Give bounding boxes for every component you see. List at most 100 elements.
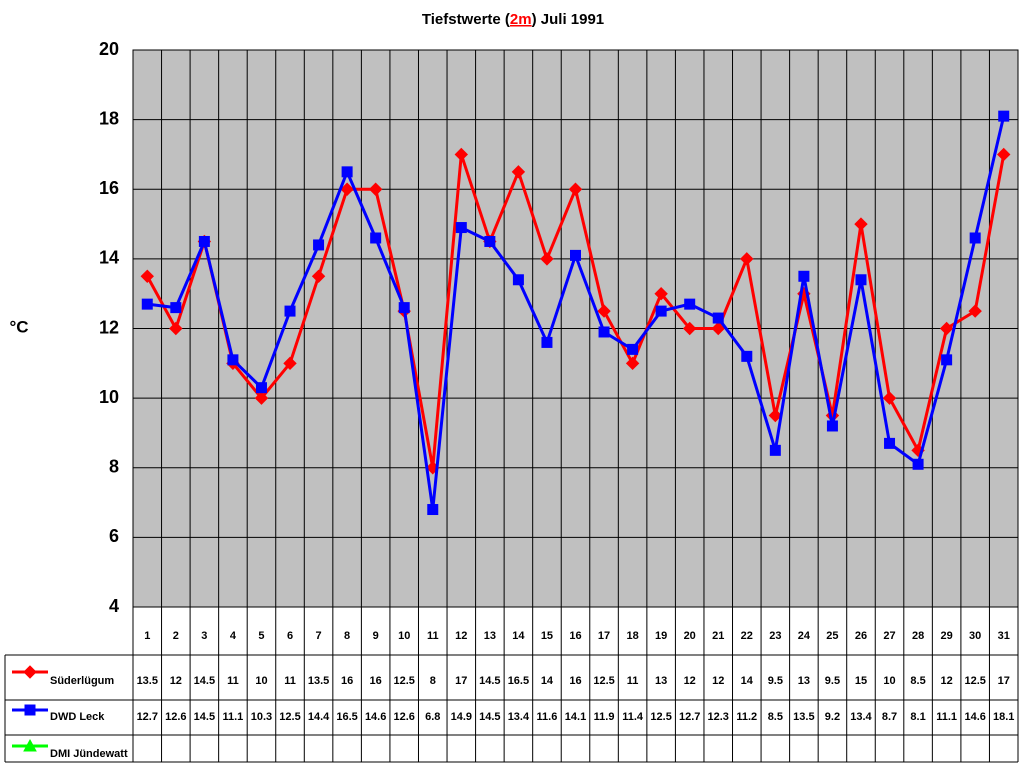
data-point [398,302,410,314]
y-tick-label: 20 [99,39,119,59]
data-label: 11.1 [936,711,957,723]
data-point [313,239,325,251]
data-point [939,321,954,336]
data-label: 14.4 [308,711,330,723]
data-point [882,391,897,405]
title-part: ) Juli 1991 [532,11,605,28]
data-label: 12.5 [964,675,985,687]
x-tick-label: 14 [512,630,525,642]
data-point [283,356,297,371]
data-point [741,350,753,362]
data-label: 8 [430,675,436,687]
data-label: 13.4 [508,711,530,723]
data-point [427,504,439,516]
x-tick-label: 17 [598,630,610,642]
data-point [454,147,469,162]
x-tick-label: 11 [427,630,439,642]
x-tick-label: 3 [201,630,207,642]
x-tick-label: 5 [258,630,264,642]
data-label: 9.5 [825,675,840,687]
data-label: 13.5 [308,675,329,687]
legend-marker [24,704,36,716]
data-point [654,286,668,301]
data-label: 12 [941,675,953,687]
x-tick-label: 7 [316,630,322,642]
data-point [140,269,154,283]
data-point [998,110,1010,122]
data-point [511,165,526,179]
data-point [969,232,981,244]
y-tick-label: 4 [109,596,119,616]
data-label: 12.3 [708,711,729,723]
data-label: 12.7 [679,711,700,723]
data-point [341,166,353,178]
data-point [854,217,868,231]
data-label: 17 [455,675,467,687]
x-tick-label: 6 [287,630,293,642]
data-label: 9.2 [825,711,840,723]
data-point [254,391,269,405]
data-label: 11 [284,675,296,687]
data-label: 13 [798,675,810,687]
data-point [368,182,383,196]
data-label: 12.6 [393,711,414,723]
data-label: 10 [255,675,267,687]
data-label: 16.5 [336,711,357,723]
x-tick-label: 28 [912,630,924,642]
data-label: 14.5 [194,675,215,687]
chart-title: Tiefstwerte (2m) Juli 1991 [422,11,604,28]
data-point [170,302,182,314]
data-point [484,235,496,247]
data-label: 14.5 [479,675,500,687]
data-label: 16 [370,675,382,687]
data-point [255,382,267,394]
data-point [884,437,896,449]
data-label: 16 [341,675,353,687]
x-tick-label: 18 [626,630,638,642]
data-point [169,321,183,336]
data-label: 12.6 [165,711,186,723]
y-tick-label: 14 [99,248,119,268]
data-label: 9.5 [768,675,783,687]
data-point [568,182,583,196]
x-tick-label: 31 [998,630,1010,642]
data-point [682,321,697,336]
data-label: 17 [998,675,1010,687]
data-label: 12 [712,675,724,687]
data-label: 14.1 [565,711,586,723]
legend-marker [23,738,37,752]
data-label: 10.3 [251,711,272,723]
x-tick-label: 22 [741,630,753,642]
data-label: 14.5 [194,711,215,723]
data-label: 12 [684,675,696,687]
data-label: 13.5 [137,675,158,687]
y-tick-label: 8 [109,457,119,477]
x-tick-label: 13 [484,630,496,642]
data-point [541,336,553,348]
data-point [311,269,326,283]
data-label: 11 [627,675,639,687]
data-label: 13 [655,675,667,687]
data-point [798,270,810,282]
data-point [711,321,725,336]
data-point [627,343,639,355]
data-point [540,252,554,266]
data-point [598,326,610,338]
x-tick-label: 1 [144,630,150,642]
y-axis-label: °C [9,317,28,336]
x-tick-label: 19 [655,630,667,642]
y-tick-label: 12 [99,317,119,337]
data-label: 13.4 [850,711,872,723]
data-point [570,249,581,261]
data-label: 8.5 [910,675,925,687]
data-label: 15 [855,675,867,687]
data-point [912,458,924,470]
data-label: 12.5 [650,711,671,723]
data-label: 6.8 [425,711,440,723]
data-label: 12 [170,675,182,687]
x-tick-label: 25 [826,630,838,642]
data-label: 12.5 [593,675,614,687]
data-label: 11.6 [537,711,558,723]
data-label: 14.6 [964,711,985,723]
